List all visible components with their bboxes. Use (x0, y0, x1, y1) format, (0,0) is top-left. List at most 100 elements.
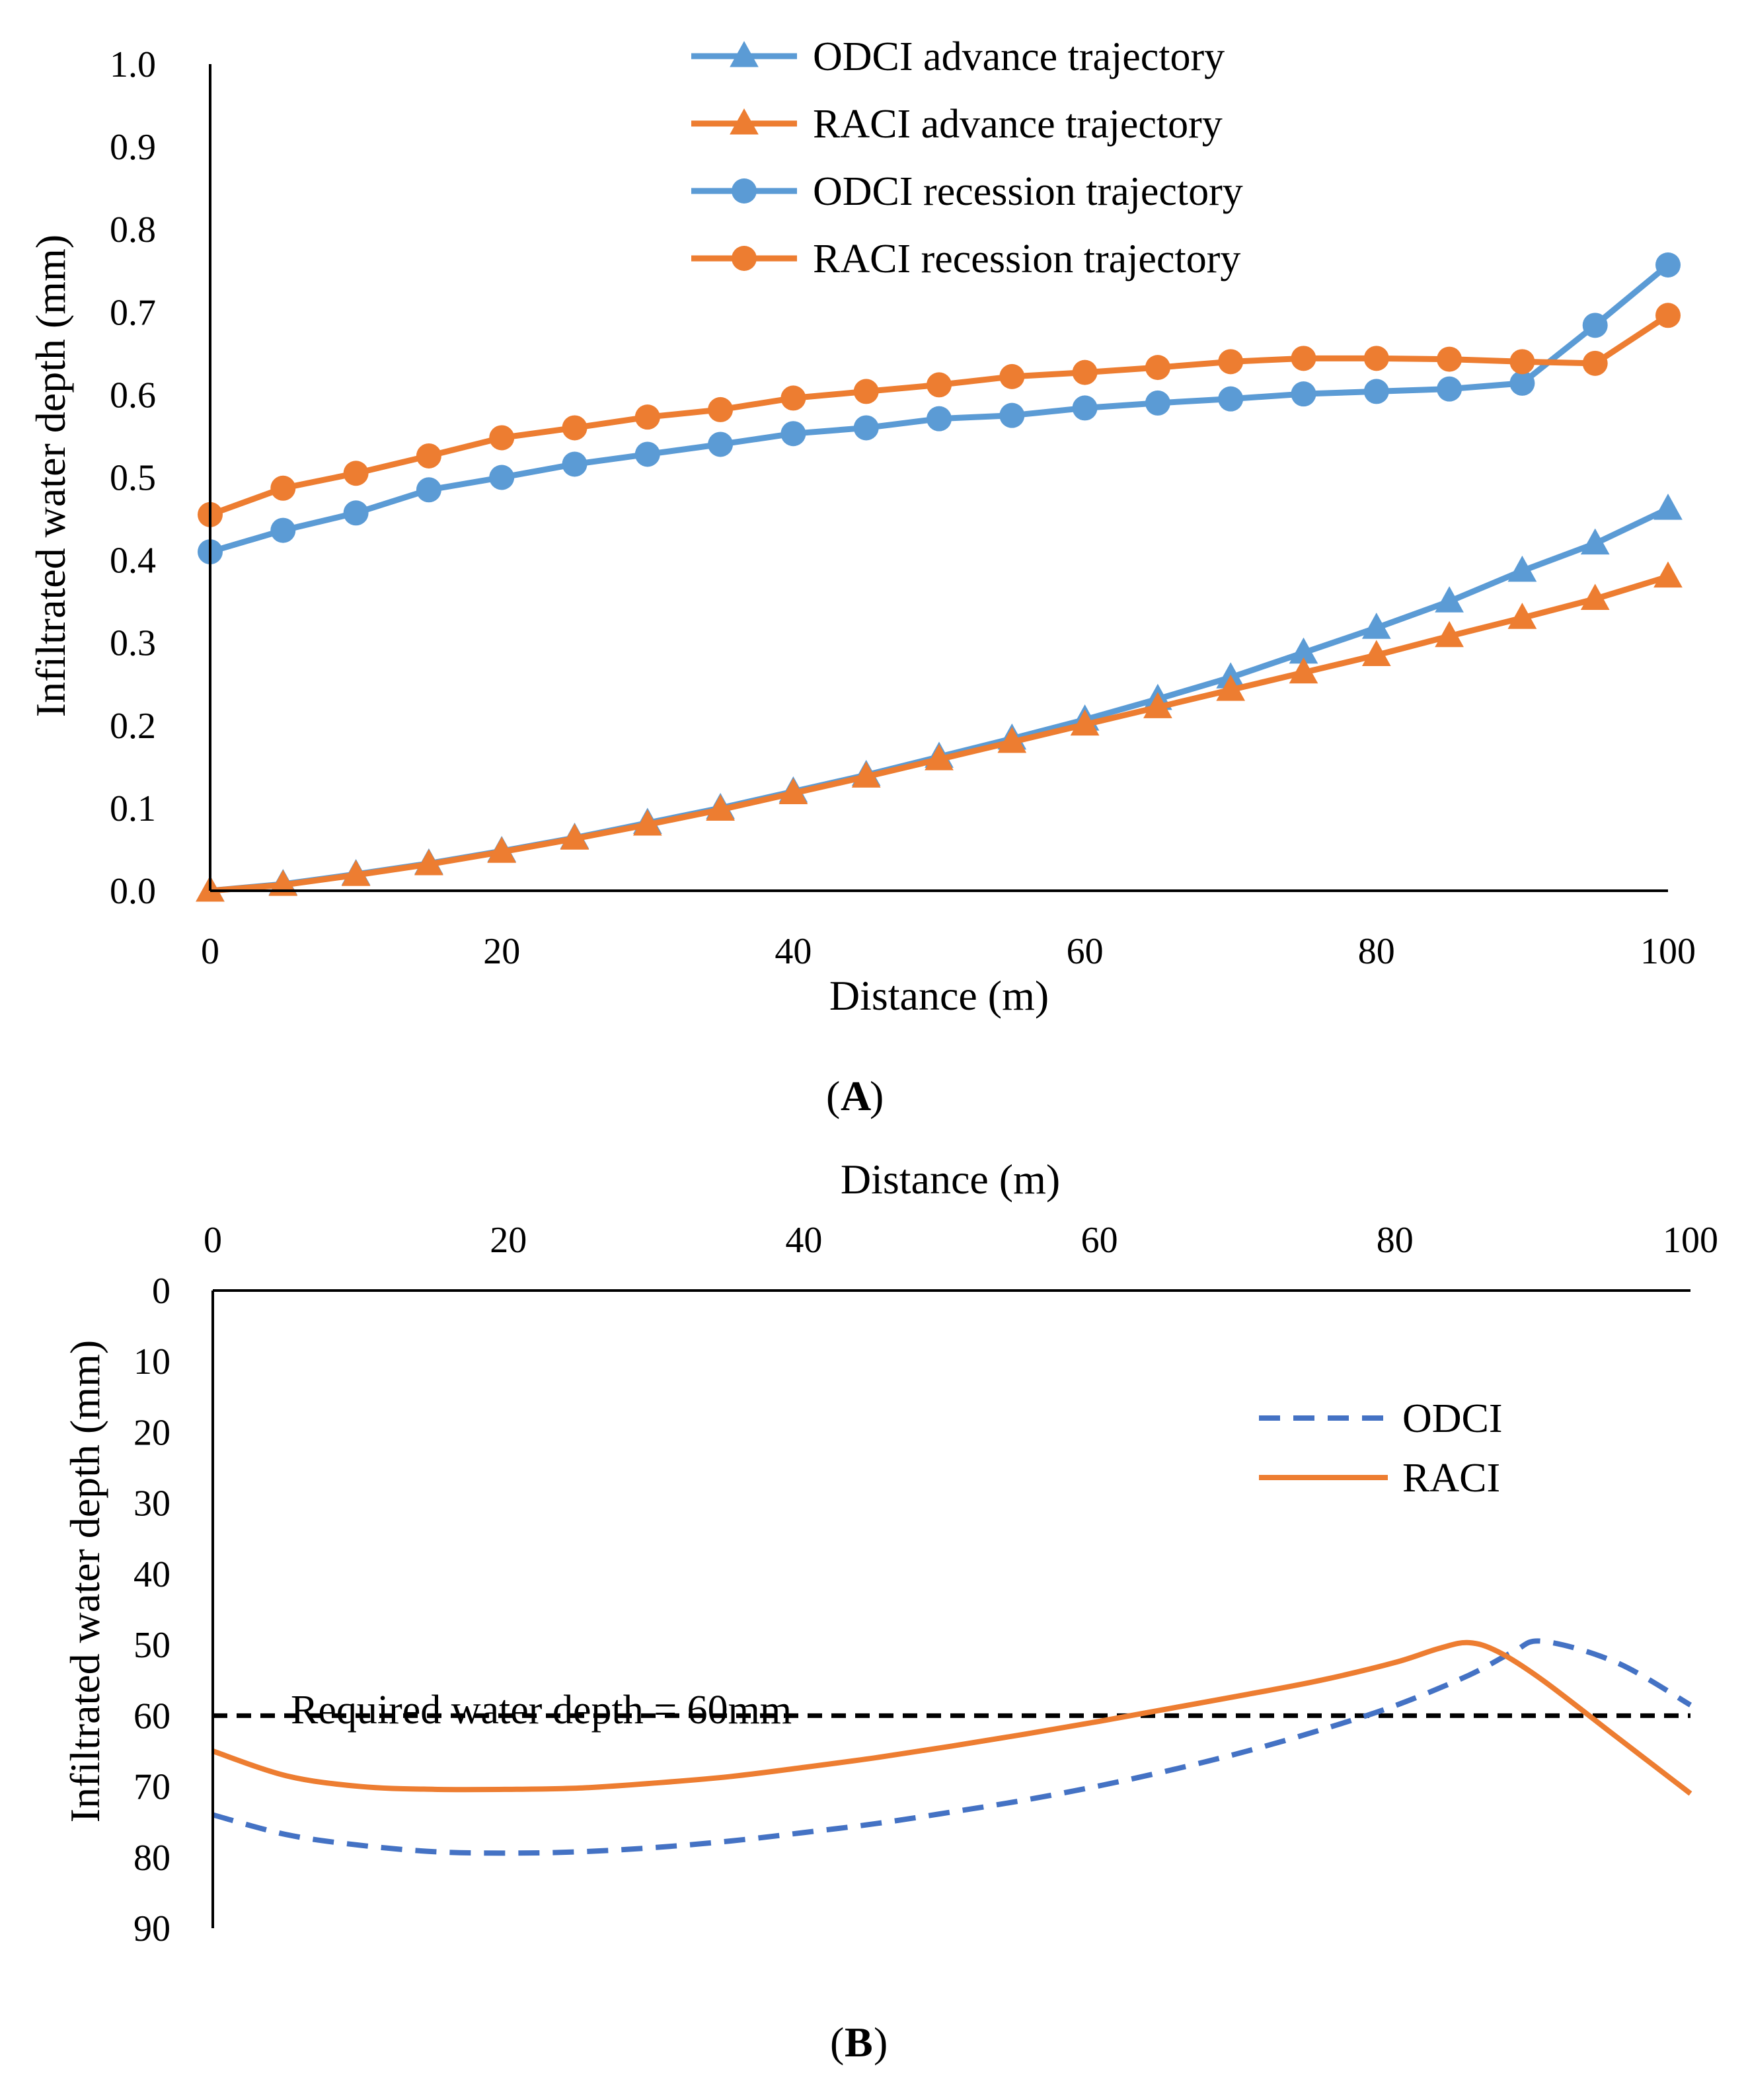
legend-marker-raci-advance-trajectory (730, 108, 759, 135)
legend-label-raci-recession-trajectory: RACI recession trajectory (813, 237, 1240, 281)
chart-a-y-tick: 0.8 (110, 209, 156, 250)
data-point-raci-advance-trajectory (997, 726, 1027, 753)
data-point-raci-advance-trajectory (1580, 583, 1610, 610)
data-point-odci-advance-trajectory (1361, 613, 1391, 639)
data-point-raci-recession-trajectory (1291, 346, 1316, 371)
chart-b-x-tick: 20 (490, 1220, 527, 1261)
data-point-raci-recession-trajectory (489, 425, 515, 451)
chart-a-x-tick: 20 (483, 931, 520, 972)
data-point-raci-advance-trajectory (778, 778, 808, 804)
chart-b-x-tick: 100 (1663, 1220, 1718, 1261)
data-point-raci-advance-trajectory (1143, 692, 1172, 718)
data-point-raci-advance-trajectory (1216, 675, 1246, 701)
data-point-raci-advance-trajectory (268, 870, 298, 896)
data-point-raci-recession-trajectory (1218, 349, 1244, 375)
data-point-odci-recession-trajectory (489, 465, 515, 490)
chart-b-y-tick: 20 (133, 1412, 171, 1453)
data-point-odci-recession-trajectory (1145, 390, 1170, 416)
chart-a-x-label: Distance (m) (829, 972, 1049, 1019)
legend-label-odci: ODCI (1402, 1396, 1503, 1441)
data-point-raci-recession-trajectory (780, 385, 806, 411)
data-point-raci-recession-trajectory (562, 415, 588, 441)
data-point-raci-advance-trajectory (851, 761, 881, 788)
data-point-odci-advance-trajectory (1507, 555, 1537, 582)
data-point-odci-recession-trajectory (853, 415, 879, 441)
data-point-raci-recession-trajectory (1509, 349, 1535, 375)
data-point-odci-recession-trajectory (1655, 252, 1681, 278)
chart-b-panel-label-open: ( (830, 2019, 844, 2066)
chart-b-y-tick: 90 (133, 1908, 171, 1949)
chart-b-y-tick: 0 (152, 1271, 171, 1312)
data-point-raci-advance-trajectory (487, 837, 517, 863)
chart-a: 0.0 0.1 0.2 0.3 0.4 0.5 0.6 0.7 0.8 0.9 1.0 0 20 40 6… (27, 34, 1696, 1119)
legend-marker-odci-recession-trajectory (732, 178, 757, 204)
data-point-odci-recession-trajectory (1363, 379, 1389, 404)
data-point-raci-advance-trajectory (706, 794, 735, 821)
chart-a-x-tick: 60 (1067, 931, 1104, 972)
chart-a-x-tick: 80 (1358, 931, 1395, 972)
chart-a-y-tick: 0.5 (110, 458, 156, 499)
chart-a-y-tick: 0.2 (110, 706, 156, 747)
chart-b-y-tick: 80 (133, 1838, 171, 1879)
data-point-raci-advance-trajectory (1289, 657, 1318, 684)
legend-label-odci-recession-trajectory: ODCI recession trajectory (813, 169, 1243, 214)
data-point-raci-advance-trajectory (560, 823, 589, 850)
chart-a-y-tick: 1.0 (110, 44, 156, 85)
chart-b-x-ticks: 0 20 40 60 80 100 (204, 1220, 1718, 1261)
data-point-odci-recession-trajectory (634, 441, 660, 467)
chart-a-y-label: Infiltrated water depth (mm) (27, 235, 74, 717)
series-line-raci (211, 1639, 1692, 1796)
chart-a-x-ticks: 0 20 40 60 80 100 (201, 931, 1696, 972)
data-point-raci-advance-trajectory (632, 809, 662, 836)
data-point-raci-recession-trajectory (1437, 346, 1462, 372)
data-point-odci-advance-trajectory (1289, 637, 1318, 664)
chart-a-x-tick: 100 (1640, 931, 1696, 972)
chart-a-y-tick: 0.1 (110, 788, 156, 829)
data-point-odci-recession-trajectory (1291, 381, 1316, 407)
chart-b-y-tick: 30 (133, 1483, 171, 1524)
data-point-raci-recession-trajectory (927, 372, 952, 398)
legend-label-odci-advance-trajectory: ODCI advance trajectory (813, 34, 1225, 79)
chart-a-y-tick: 0.7 (110, 292, 156, 333)
data-point-raci-recession-trajectory (1655, 303, 1681, 328)
chart-b-y-tick: 70 (133, 1767, 171, 1808)
chart-b-x-label: Distance (m) (841, 1156, 1060, 1203)
legend-label-raci-advance-trajectory: RACI advance trajectory (813, 102, 1223, 147)
chart-a-legend: ODCI advance trajectory RACI advance traj… (691, 34, 1243, 281)
legend-label-raci: RACI (1402, 1456, 1500, 1501)
data-point-odci-advance-trajectory (1580, 528, 1610, 555)
chart-b-y-label: Infiltrated water depth (mm) (61, 1340, 108, 1822)
data-point-odci-advance-trajectory (1653, 494, 1683, 520)
data-point-odci-recession-trajectory (1582, 313, 1608, 338)
data-point-raci-recession-trajectory (1582, 350, 1608, 376)
data-point-odci-recession-trajectory (416, 477, 441, 503)
data-point-raci-recession-trajectory (270, 475, 296, 501)
data-point-raci-recession-trajectory (1145, 355, 1170, 381)
legend-marker-odci-advance-trajectory (730, 41, 759, 67)
data-point-raci-advance-trajectory (1361, 640, 1391, 667)
chart-b-y-tick: 10 (133, 1341, 171, 1382)
chart-a-y-tick: 0.0 (110, 871, 156, 912)
chart-a-y-ticks: 0.0 0.1 0.2 0.3 0.4 0.5 0.6 0.7 0.8 0.9 1.0 (110, 44, 156, 912)
data-point-odci-recession-trajectory (1218, 386, 1244, 412)
data-point-raci-advance-trajectory (414, 848, 443, 876)
chart-a-x-tick: 40 (775, 931, 812, 972)
data-point-raci-advance-trajectory (1435, 620, 1464, 648)
data-point-raci-advance-trajectory (925, 744, 954, 770)
data-point-odci-recession-trajectory (708, 431, 734, 457)
chart-b-y-tick: 50 (133, 1625, 171, 1666)
chart-b-x-tick: 0 (204, 1220, 222, 1261)
chart-a-panel-label: A (841, 1072, 871, 1119)
chart-b-x-tick: 60 (1081, 1220, 1118, 1261)
chart-b: Distance (m) 0 20 40 60 80 100 0 10 20 30 40 50 60 7… (61, 1156, 1718, 2066)
data-point-raci-recession-trajectory (1363, 346, 1389, 371)
data-point-odci-recession-trajectory (562, 451, 588, 477)
series-line-odci-advance-trajectory (209, 506, 1669, 894)
data-point-odci-recession-trajectory (1509, 370, 1535, 396)
data-point-odci-recession-trajectory (999, 402, 1025, 428)
data-point-raci-recession-trajectory (416, 443, 441, 469)
chart-a-y-tick: 0.6 (110, 375, 156, 416)
chart-b-y-ticks: 0 10 20 30 40 50 60 70 80 90 (133, 1271, 171, 1949)
data-point-odci-recession-trajectory (343, 500, 369, 526)
